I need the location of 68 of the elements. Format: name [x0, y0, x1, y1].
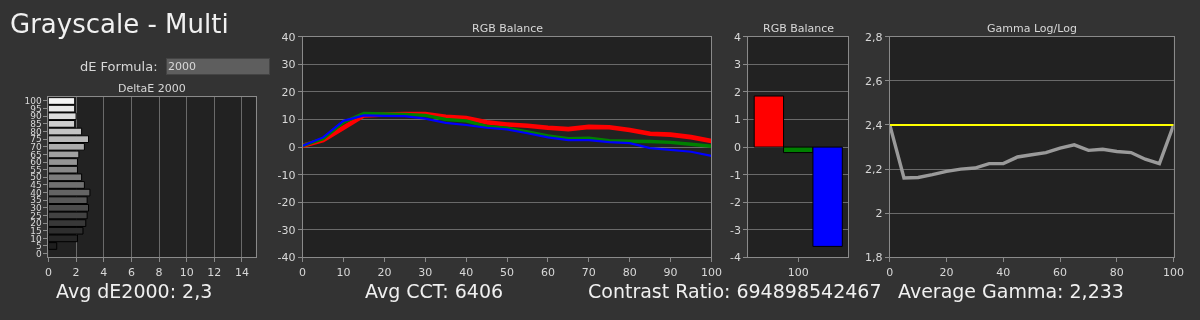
chart-title: DeltaE 2000 — [118, 82, 186, 95]
line-series — [302, 114, 712, 157]
x-tick-label: 0 — [44, 265, 52, 279]
y-tick-label: 2 — [875, 207, 883, 221]
y-tick-label: -30 — [277, 223, 296, 237]
y-tick-label: -10 — [277, 168, 296, 182]
x-tick-label: 20 — [939, 265, 954, 279]
x-tick-label: 20 — [377, 265, 392, 279]
y-tick-label: 3 — [733, 58, 741, 72]
y-tick-label: 35 — [30, 195, 42, 206]
y-tick-label: 20 — [281, 85, 296, 99]
x-tick-label: 100 — [787, 265, 809, 279]
x-tick-label: 30 — [418, 265, 433, 279]
y-tick-label: -1 — [730, 168, 741, 182]
y-tick-label: 10 — [281, 113, 296, 127]
y-tick-label: 90 — [30, 111, 42, 122]
y-tick-label: -40 — [277, 251, 296, 265]
y-tick-label: -2 — [730, 196, 741, 210]
y-tick-label: 2,6 — [865, 74, 883, 88]
text: Avg dE2000: 2,3 — [56, 280, 213, 302]
y-tick-label: 30 — [281, 58, 296, 72]
x-tick-label: 0 — [886, 265, 894, 279]
x-tick-label: 100 — [700, 265, 722, 279]
y-tick-label: 50 — [30, 172, 42, 183]
x-tick-label: 60 — [1053, 265, 1068, 279]
text: Contrast Ratio: 694898542467 — [588, 280, 882, 302]
x-tick-label: 100 — [1163, 265, 1185, 279]
x-tick-label: 14 — [234, 265, 249, 279]
y-tick-label: 4 — [733, 30, 741, 44]
chart-title: Gamma Log/Log — [987, 22, 1077, 35]
y-tick-label: -3 — [730, 223, 741, 237]
text: 2000 — [168, 60, 196, 73]
y-tick-label: 0 — [288, 140, 296, 154]
y-tick-label: 2,2 — [865, 162, 883, 176]
y-tick-label: 2,8 — [865, 30, 883, 44]
x-tick-label: 4 — [100, 265, 108, 279]
x-tick-label: 50 — [500, 265, 515, 279]
x-tick-label: 60 — [540, 265, 555, 279]
x-tick-label: 8 — [155, 265, 163, 279]
x-tick-label: 10 — [336, 265, 351, 279]
y-tick-label: -20 — [277, 196, 296, 210]
y-tick-label: 2 — [733, 85, 741, 99]
y-tick-label: 1,8 — [865, 251, 883, 265]
y-tick-label: -4 — [730, 251, 741, 265]
x-tick-label: 90 — [663, 265, 678, 279]
x-tick-label: 10 — [179, 265, 194, 279]
y-tick-label: 2,4 — [865, 118, 883, 132]
y-tick-label: 40 — [281, 30, 296, 44]
chart-title: RGB Balance — [472, 22, 544, 35]
text: Grayscale - Multi — [10, 9, 229, 39]
x-tick-label: 2 — [72, 265, 80, 279]
x-tick-label: 6 — [127, 265, 135, 279]
x-tick-label: 40 — [459, 265, 474, 279]
text: Avg CCT: 6406 — [365, 280, 504, 302]
x-tick-label: 80 — [1109, 265, 1124, 279]
y-tick-label: 0 — [733, 140, 741, 154]
line-series — [889, 123, 1174, 180]
x-tick-label: 70 — [581, 265, 596, 279]
x-tick-label: 80 — [622, 265, 637, 279]
x-tick-label: 0 — [299, 265, 307, 279]
y-tick-label: 10 — [30, 233, 42, 244]
x-tick-label: 40 — [996, 265, 1011, 279]
x-tick-label: 12 — [207, 265, 222, 279]
text: dE Formula: — [80, 59, 158, 74]
text: Average Gamma: 2,233 — [898, 280, 1124, 302]
y-tick-label: 1 — [733, 113, 741, 127]
y-tick-label: 75 — [30, 134, 42, 145]
chart-title: RGB Balance — [763, 22, 835, 35]
